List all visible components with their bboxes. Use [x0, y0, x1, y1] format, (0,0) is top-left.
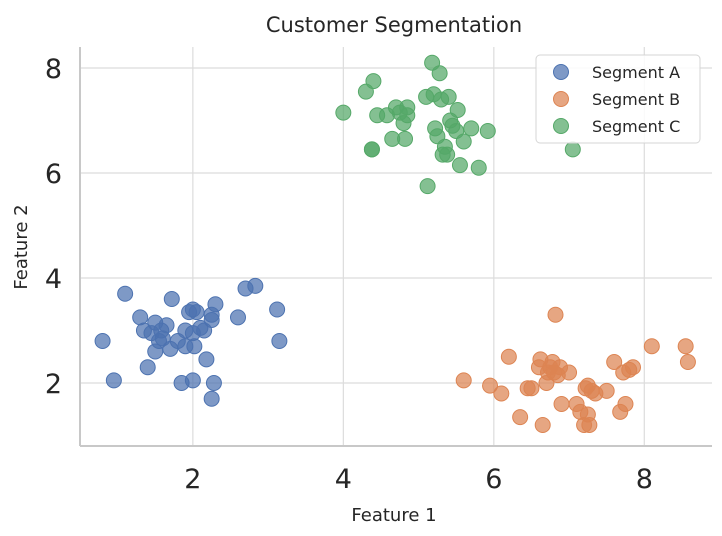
data-point — [617, 396, 634, 412]
data-point — [606, 354, 623, 370]
y-tick-label: 4 — [45, 264, 62, 295]
axes-spines — [79, 47, 712, 447]
data-point — [463, 120, 480, 137]
x-tick-label: 6 — [485, 464, 502, 495]
data-point — [679, 354, 696, 370]
x-axis-label: Feature 1 — [351, 505, 436, 526]
data-point — [493, 385, 510, 402]
data-point — [598, 382, 615, 399]
data-point — [523, 380, 540, 397]
data-point — [500, 348, 517, 365]
data-point — [269, 301, 286, 318]
data-point — [449, 102, 466, 118]
data-point — [581, 417, 598, 433]
data-point — [397, 130, 414, 147]
data-point — [247, 277, 264, 294]
data-point — [230, 309, 246, 326]
data-point — [534, 417, 551, 433]
legend-marker — [553, 64, 569, 80]
legend-label: Segment A — [592, 63, 680, 82]
data-point — [643, 338, 660, 355]
x-tick-label: 8 — [636, 464, 653, 495]
data-point — [547, 306, 564, 323]
data-point — [455, 372, 472, 389]
data-point — [271, 333, 288, 349]
data-point — [677, 338, 694, 355]
data-point — [186, 338, 203, 355]
y-axis-label: Feature 2 — [11, 204, 32, 289]
data-point — [455, 133, 472, 150]
data-point — [482, 377, 499, 394]
legend: Segment A Segment B Segment C — [535, 54, 701, 144]
data-point — [399, 99, 416, 116]
data-point — [203, 312, 220, 328]
data-point — [451, 157, 468, 174]
legend-frame — [535, 54, 701, 144]
data-point — [184, 372, 201, 389]
data-point — [440, 88, 457, 105]
data-point — [479, 123, 496, 139]
data-point — [470, 159, 487, 176]
data-point — [205, 375, 222, 391]
data-point — [365, 73, 382, 90]
data-point — [117, 285, 134, 302]
legend-label: Segment C — [592, 117, 680, 136]
data-point — [561, 364, 578, 381]
data-point — [158, 317, 175, 334]
x-tick-label: 4 — [335, 464, 352, 495]
legend-marker — [553, 91, 569, 107]
legend-label: Segment B — [592, 90, 680, 109]
data-point — [105, 372, 122, 389]
legend-marker — [553, 118, 569, 134]
data-point — [363, 141, 380, 158]
x-tick-label: 2 — [184, 464, 201, 495]
tick-labels: 2 4 6 8 2 4 6 8 — [45, 54, 653, 495]
data-point — [132, 309, 149, 326]
data-point — [203, 390, 220, 407]
data-point — [188, 304, 205, 321]
data-point — [207, 296, 224, 313]
y-tick-label: 6 — [45, 159, 62, 190]
data-point — [625, 359, 641, 376]
data-point — [139, 359, 156, 376]
y-tick-label: 2 — [45, 369, 62, 400]
data-point — [439, 146, 456, 163]
data-point — [419, 178, 436, 195]
chart-title: Customer Segmentation — [266, 13, 522, 37]
y-tick-label: 8 — [45, 54, 62, 85]
data-point — [564, 141, 581, 158]
data-point — [431, 65, 448, 82]
data-point — [512, 409, 529, 426]
data-point — [163, 291, 180, 307]
data-point — [553, 396, 570, 412]
data-point — [335, 104, 352, 121]
data-point — [198, 351, 215, 368]
data-point — [94, 333, 111, 349]
data-points — [94, 54, 696, 433]
